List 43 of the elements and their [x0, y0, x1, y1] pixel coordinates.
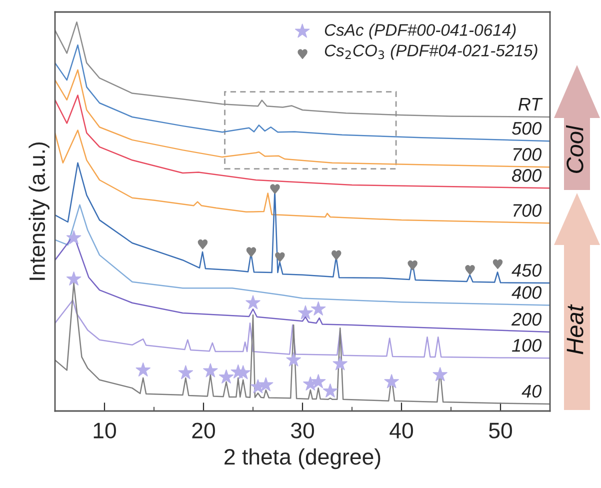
x-tick-label: 30	[290, 422, 314, 438]
series-label: 400	[512, 286, 542, 299]
text: Heat	[566, 304, 584, 354]
point	[136, 362, 150, 376]
point	[332, 356, 348, 370]
point	[246, 295, 260, 310]
point	[198, 239, 208, 250]
text: Cool	[566, 125, 584, 173]
x-tick-label: 20	[192, 422, 215, 438]
legend-label: CsAc (PDF#00-041-0614)	[324, 24, 516, 40]
point	[203, 363, 218, 378]
point	[298, 305, 313, 320]
x-tick-label: 40	[390, 422, 413, 438]
y-axis-title: Intensity (a.u.)	[28, 142, 50, 280]
point	[218, 369, 234, 384]
point	[246, 247, 256, 258]
series-label: 450	[512, 264, 542, 277]
point	[286, 352, 301, 366]
point	[270, 184, 280, 194]
series-label: 200	[511, 312, 542, 326]
point	[384, 374, 399, 388]
x-tick-label: 50	[489, 422, 512, 438]
point	[310, 374, 326, 388]
point	[408, 260, 418, 270]
series-label: 40	[522, 384, 542, 398]
point	[492, 259, 503, 270]
point	[275, 252, 285, 262]
point	[331, 250, 342, 260]
point	[310, 301, 326, 316]
series-label: RT	[518, 98, 543, 110]
point	[178, 365, 194, 380]
series-label: 700	[513, 148, 542, 161]
series-label: 800	[512, 169, 542, 182]
series-label: 100	[512, 338, 542, 352]
x-axis-title: 2 theta (degree)	[224, 448, 380, 470]
point	[322, 383, 338, 398]
legend-label: Cs$_{2}$CO$_{3}$ (PDF#04-021-5215)	[324, 44, 538, 60]
x-tick-label: 10	[94, 422, 116, 438]
series-label: 700	[513, 204, 542, 217]
series-label: 500	[512, 122, 542, 135]
point	[465, 265, 475, 275]
point	[432, 367, 448, 382]
point	[258, 377, 274, 392]
